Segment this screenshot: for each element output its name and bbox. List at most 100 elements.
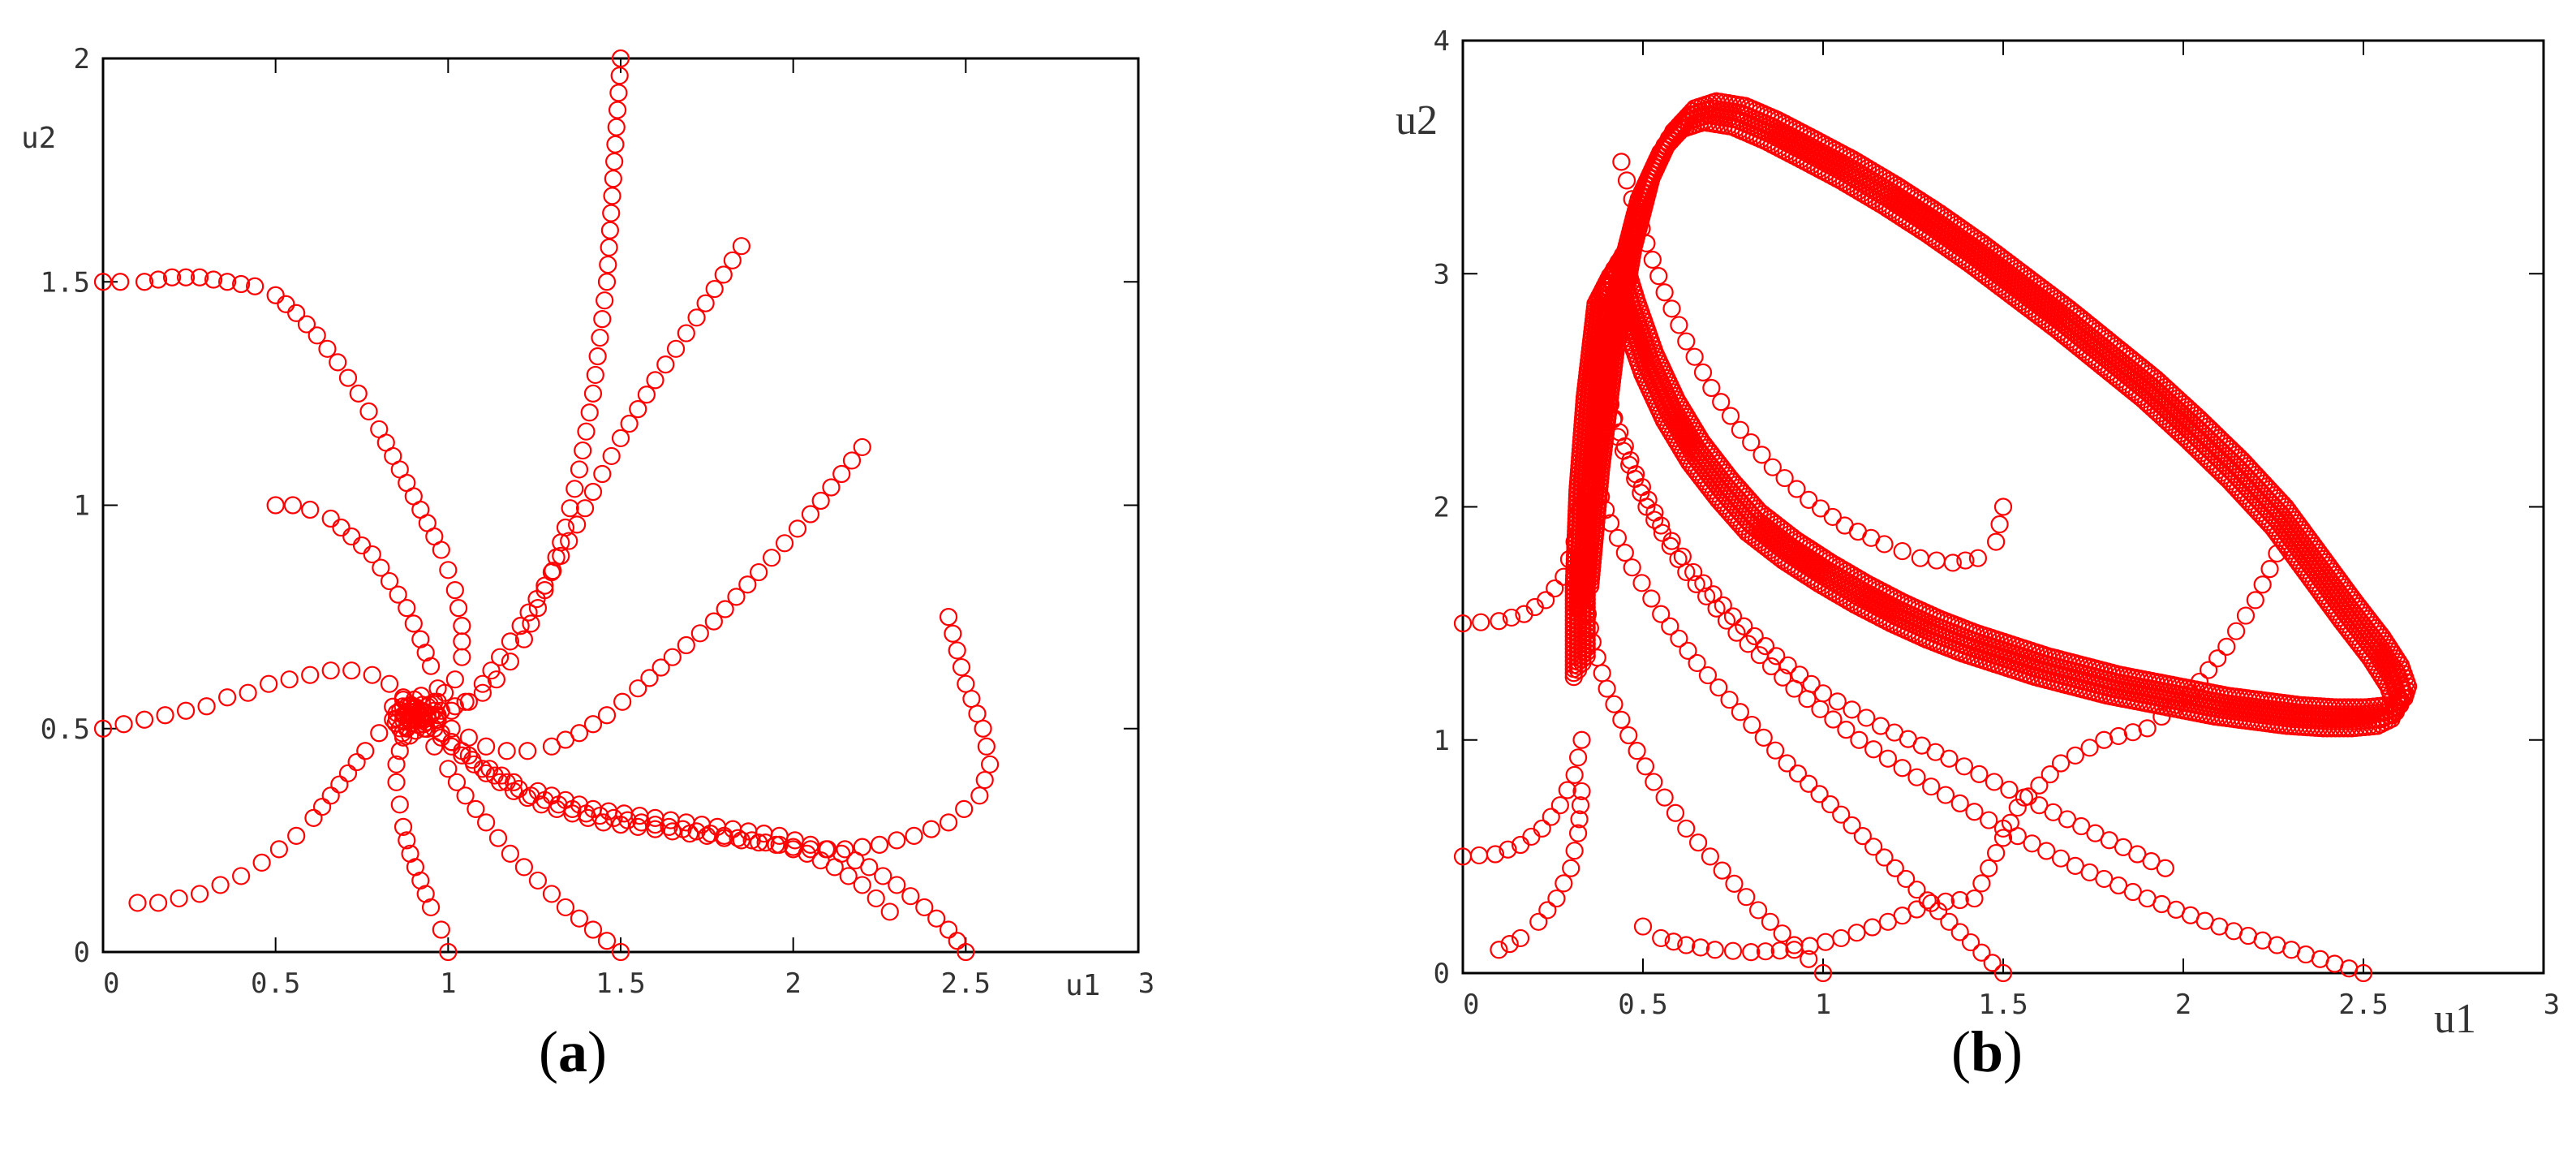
panel-a-ytick-label: 1.5 <box>41 266 90 299</box>
panel-b-series-3-point <box>1555 874 1573 893</box>
panel-b-points <box>1453 92 2418 983</box>
panel-b-series-6-point <box>2138 889 2157 908</box>
panel-a-series-10-point <box>629 817 647 836</box>
panel-b-series-8-point <box>2208 649 2227 668</box>
panel-a-series-10-point <box>974 719 992 738</box>
panel-a-series-7-point <box>586 365 604 385</box>
panel-a-series-7-point <box>528 599 548 618</box>
panel-b-series-0-point <box>1670 316 1688 334</box>
panel-b-cycle-point <box>2355 643 2375 661</box>
panel-a-series-6-point <box>501 632 519 651</box>
panel-b-series-0-point <box>1712 393 1731 411</box>
panel-a-series-10-point <box>970 786 989 805</box>
panel-b-series-6-point <box>1645 510 1664 529</box>
panel-a-series-6-point <box>583 482 603 502</box>
panel-b-series-1-point <box>1572 486 1591 505</box>
panel-b-series-7-point <box>2128 845 2147 864</box>
panel-b-series-8-point <box>1965 889 1984 908</box>
panel-b-series-2-point <box>1558 781 1576 799</box>
panel-b-series-5-point <box>1670 629 1688 648</box>
panel-b-series-5-point <box>1743 715 1761 734</box>
panel-b-series-5-point <box>1983 954 2002 972</box>
panel-a-series-8-point <box>497 742 516 760</box>
caption-a: (a) <box>539 1019 607 1084</box>
panel-a-series-3-point <box>269 840 289 859</box>
panel-b-series-7-point <box>1843 700 1861 719</box>
panel-b-series-2-point <box>1469 846 1489 865</box>
panel-a-series-2-point <box>218 688 237 707</box>
panel-b-series-6-point <box>1864 740 1883 759</box>
panel-b-series-7-point <box>1590 353 1609 372</box>
panel-b-series-8-point <box>2138 719 2157 738</box>
panel-a-series-11-point <box>463 751 482 769</box>
panel-a-series-7-point <box>535 580 554 600</box>
panel-b-series-8-point <box>1652 928 1671 948</box>
panel-a-series-7-point <box>542 562 561 582</box>
panel-b-series-5-point <box>1832 805 1851 824</box>
panel-b-xtick-label: 2 <box>2175 989 2191 1021</box>
panel-a-series-0-point <box>449 599 468 618</box>
panel-b-series-5-point <box>1661 617 1679 635</box>
panel-a-series-6-point <box>656 355 675 374</box>
panel-b-series-4-point <box>1583 633 1602 652</box>
caption-b-label: b <box>1970 1019 2004 1084</box>
panel-a-plot: 0 0.5 1 1.5 2 2.5 3 0 0.5 1 1.5 2 u1 u2 <box>21 43 1155 1002</box>
panel-b-series-8-point <box>1705 941 1724 959</box>
panel-a-ytick-label: 2 <box>74 43 90 75</box>
panel-a-series-0-point <box>318 339 337 358</box>
panel-a-series-7-point <box>561 499 579 518</box>
panel-a-series-3-point <box>170 889 188 908</box>
panel-b-series-0-point <box>1612 153 1631 171</box>
panel-a-series-5-point <box>447 773 467 791</box>
panel-a-series-7-point <box>593 310 612 329</box>
panel-a-series-8-point <box>663 648 682 666</box>
panel-a-series-5-point <box>528 871 548 890</box>
panel-b-series-8-point <box>1677 936 1696 954</box>
panel-b-series-8-point <box>2001 813 2019 832</box>
panel-a-series-1-point <box>428 679 447 698</box>
panel-b-series-4-point <box>1612 710 1631 729</box>
panel-b-series-4-point <box>1688 834 1708 852</box>
panel-b-series-3-point <box>1547 889 1566 908</box>
panel-a-series-3-point <box>330 775 349 794</box>
panel-b-cycle-point <box>2317 553 2336 571</box>
panel-a-series-4-point <box>401 844 419 863</box>
panel-a-series-2-point <box>321 661 340 680</box>
panel-a-series-9-point <box>948 932 966 950</box>
panel-a-series-8-point <box>811 491 830 510</box>
panel-b-series-4-point <box>1628 742 1646 760</box>
panel-b-cycle-point <box>2322 599 2342 618</box>
panel-a-series-1-point <box>389 585 407 604</box>
panel-b-series-8-point <box>2199 661 2218 679</box>
panel-a-series-0-point <box>439 561 458 579</box>
panel-b-series-8-point <box>2051 754 2071 773</box>
panel-b-xlabel: u1 <box>2434 996 2476 1042</box>
panel-a-series-8-point <box>762 549 781 567</box>
panel-a-series-6-point <box>544 562 562 580</box>
panel-b-series-7-point <box>1745 627 1764 646</box>
panel-a-series-10-point <box>939 813 958 832</box>
panel-a-series-1-point <box>372 558 390 577</box>
panel-b-series-3-point <box>1562 859 1580 877</box>
panel-a-series-11-point <box>853 876 871 894</box>
panel-b-cycle-point <box>2304 574 2323 592</box>
panel-b-series-4-point <box>1725 874 1744 893</box>
panel-a-series-10-point <box>948 641 966 660</box>
panel-a-series-8-point <box>716 600 734 618</box>
panel-a-series-2-point <box>342 661 361 680</box>
panel-a-series-0-point <box>453 632 471 651</box>
panel-a-series-0-point <box>246 277 264 295</box>
panel-a-series-7-point <box>487 670 505 689</box>
panel-a-xtick-label: 2 <box>785 967 801 1000</box>
panel-a-series-10-point <box>663 822 682 841</box>
panel-b-series-4-point <box>1598 679 1616 698</box>
panel-b-series-7-point <box>1955 757 1973 776</box>
panel-a-series-11-point <box>687 822 706 841</box>
panel-b-series-8-point <box>2260 559 2279 579</box>
panel-b-series-7-point <box>2030 796 2049 815</box>
panel-a-series-6-point <box>620 414 639 433</box>
panel-a-series-7-point <box>597 273 617 291</box>
panel-a-series-3-point <box>232 867 251 885</box>
panel-b-series-6-point <box>2123 882 2142 902</box>
